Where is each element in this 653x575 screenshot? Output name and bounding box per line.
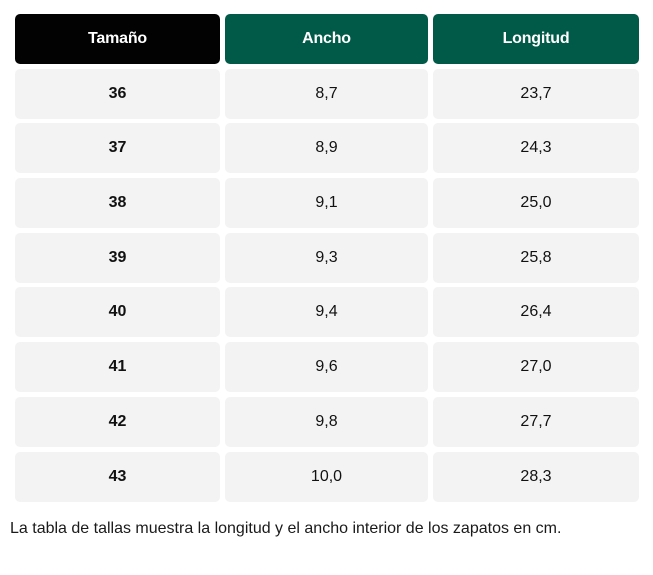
row-length: 27,0	[433, 342, 639, 393]
row-width: 9,1	[225, 178, 428, 229]
row-length: 25,8	[433, 232, 639, 283]
row-width: 9,3	[225, 232, 428, 283]
row-width: 9,4	[225, 287, 428, 338]
row-size: 40	[15, 287, 220, 338]
row-width: 9,6	[225, 342, 428, 393]
row-size: 41	[15, 342, 220, 393]
row-size: 39	[15, 232, 220, 283]
row-size: 43	[15, 451, 220, 502]
row-length: 28,3	[433, 451, 639, 502]
size-chart-table: Tamaño Ancho Longitud 36 8,7 23,7 37 8,9…	[15, 14, 639, 502]
header-size: Tamaño	[15, 14, 220, 64]
row-size: 36	[15, 68, 220, 119]
row-width: 9,8	[225, 396, 428, 447]
row-length: 25,0	[433, 178, 639, 229]
row-length: 23,7	[433, 68, 639, 119]
header-length: Longitud	[433, 14, 639, 64]
header-width: Ancho	[225, 14, 428, 64]
row-width: 8,9	[225, 123, 428, 174]
row-size: 42	[15, 396, 220, 447]
row-width: 10,0	[225, 451, 428, 502]
size-chart-caption: La tabla de tallas muestra la longitud y…	[10, 520, 562, 537]
row-size: 38	[15, 178, 220, 229]
row-length: 24,3	[433, 123, 639, 174]
row-length: 26,4	[433, 287, 639, 338]
row-length: 27,7	[433, 396, 639, 447]
row-width: 8,7	[225, 68, 428, 119]
row-size: 37	[15, 123, 220, 174]
